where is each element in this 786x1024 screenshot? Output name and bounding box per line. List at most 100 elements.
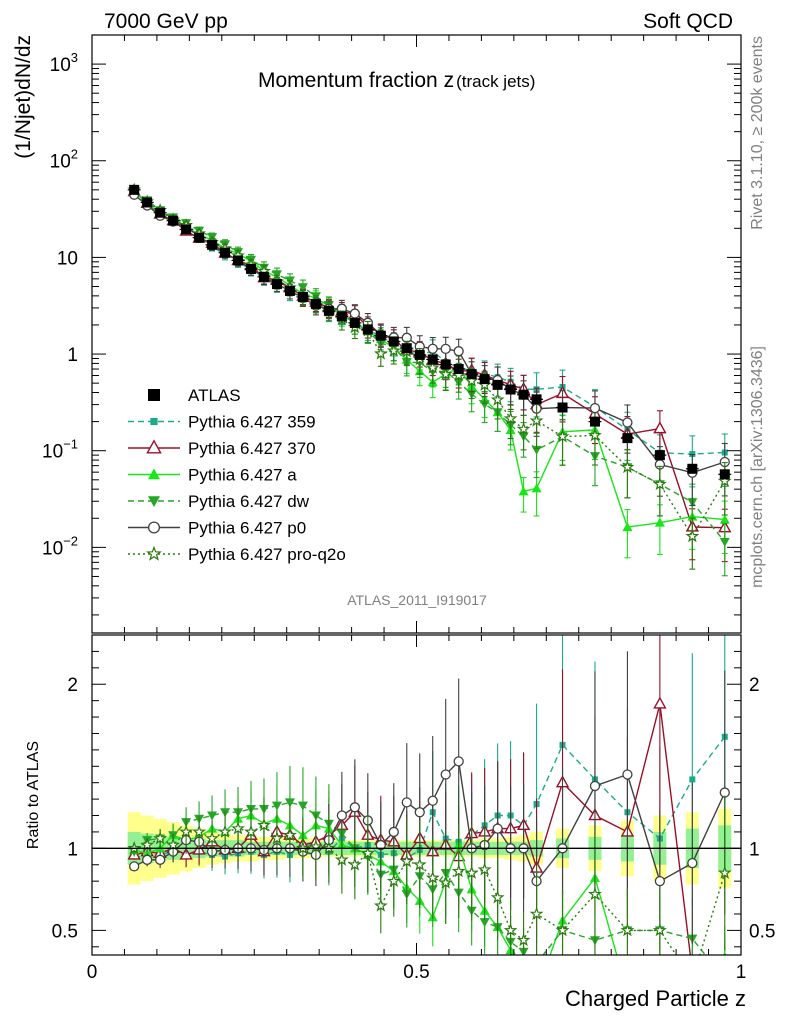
ratio-tick-label-left: 0.5 bbox=[52, 921, 78, 942]
ratio-series-group bbox=[127, 635, 732, 984]
atlas-point bbox=[466, 369, 477, 380]
legend-marker bbox=[146, 439, 162, 454]
ratio-point bbox=[142, 848, 153, 858]
data-point bbox=[555, 429, 570, 443]
atlas-point bbox=[589, 416, 600, 427]
ratio-panel-frame bbox=[91, 634, 742, 956]
atlas-point bbox=[414, 349, 425, 360]
ratio-tick-label-right: 1 bbox=[749, 839, 760, 860]
atlas-point bbox=[622, 433, 633, 444]
ratio-point bbox=[142, 854, 153, 865]
ratio-point bbox=[589, 780, 601, 792]
ratio-point bbox=[490, 890, 505, 904]
ratio-point bbox=[622, 769, 633, 780]
ratio-point bbox=[166, 837, 181, 851]
mcplots-label: mcplots.cern.ch [arXiv:1306.3436] bbox=[749, 346, 766, 588]
atlas-point bbox=[518, 389, 529, 400]
ratio-point bbox=[654, 876, 666, 887]
ratio-point bbox=[692, 954, 693, 955]
x-tick-label: 0.5 bbox=[403, 962, 429, 983]
atlas-data bbox=[127, 184, 732, 480]
x-axis-label: Charged Particle z bbox=[565, 986, 746, 1011]
ratio-point bbox=[334, 852, 349, 866]
ratio-point bbox=[205, 831, 219, 845]
ratio-point bbox=[388, 826, 399, 838]
data-point bbox=[297, 283, 308, 293]
ratio-point bbox=[207, 811, 218, 821]
ratio-point bbox=[440, 769, 451, 780]
ratio-point bbox=[129, 861, 140, 872]
ratio-point bbox=[529, 906, 544, 920]
ratio-point bbox=[336, 810, 348, 821]
ratio-point bbox=[375, 839, 386, 851]
atlas-point bbox=[284, 285, 295, 296]
y-tick-label: 10−1 bbox=[42, 437, 78, 463]
ratio-point bbox=[687, 965, 698, 975]
ratio-point bbox=[412, 857, 427, 871]
legend-entry: Pythia 6.427 p0 bbox=[128, 519, 306, 538]
ratio-tick-label-right: 0.5 bbox=[749, 921, 775, 942]
ratio-point bbox=[140, 837, 155, 851]
ratio-point bbox=[284, 798, 295, 808]
atlas-point bbox=[362, 324, 373, 335]
atlas-point bbox=[297, 291, 308, 302]
legend-label: ATLAS bbox=[188, 386, 241, 405]
legend-label: Pythia 6.427 359 bbox=[188, 413, 316, 432]
ratio-point bbox=[218, 824, 232, 838]
data-point bbox=[425, 360, 440, 374]
main-panel-frame bbox=[91, 34, 742, 634]
ratio-point bbox=[451, 863, 466, 878]
atlas-point bbox=[557, 402, 568, 413]
main-series-group bbox=[127, 182, 732, 577]
data-point bbox=[464, 373, 479, 387]
y-tick-label: 10 bbox=[57, 248, 78, 269]
legend-label: Pythia 6.427 a bbox=[188, 466, 297, 485]
data-point bbox=[719, 537, 730, 547]
series-main-4 bbox=[129, 189, 730, 507]
ratio-point bbox=[399, 854, 414, 868]
data-point bbox=[654, 517, 665, 527]
atlas-point bbox=[349, 317, 360, 328]
y-tick-label: 10−2 bbox=[42, 533, 78, 559]
chart-title: Momentum fraction z (track jets) bbox=[258, 69, 535, 92]
data-point bbox=[349, 308, 360, 319]
series-ratio-5 bbox=[127, 795, 732, 984]
ratio-tick-label-left: 2 bbox=[67, 675, 78, 696]
ratio-point bbox=[687, 974, 698, 984]
legend-marker bbox=[148, 468, 160, 480]
atlas-point bbox=[453, 364, 464, 375]
atlas-point bbox=[492, 379, 503, 390]
data-point bbox=[620, 459, 635, 474]
ratio-point bbox=[425, 870, 440, 884]
ratio-point bbox=[297, 801, 308, 811]
legend-marker bbox=[147, 521, 161, 534]
ratio-point bbox=[270, 831, 284, 845]
atlas-point bbox=[207, 239, 218, 250]
atlas-point bbox=[181, 224, 192, 235]
y-tick-label: 103 bbox=[50, 50, 78, 76]
atlas-point bbox=[687, 463, 698, 474]
data-point bbox=[653, 421, 667, 434]
ratio-point bbox=[620, 923, 635, 937]
ratio-point bbox=[244, 824, 258, 838]
legend-entry: Pythia 6.427 dw bbox=[128, 492, 310, 511]
ratio-point bbox=[373, 898, 388, 912]
ratio-tick-label-left: 1 bbox=[67, 839, 78, 860]
ratio-point bbox=[401, 797, 412, 808]
analysis-tag: ATLAS_2011_I919017 bbox=[347, 592, 487, 608]
atlas-point bbox=[220, 247, 231, 258]
data-point bbox=[386, 343, 401, 357]
atlas-point bbox=[336, 311, 347, 322]
ratio-point bbox=[717, 865, 732, 879]
atlas-point bbox=[719, 469, 730, 480]
atlas-point bbox=[142, 197, 153, 208]
ratio-axis-label: Ratio to ATLAS bbox=[25, 741, 42, 849]
data-point bbox=[427, 343, 438, 354]
atlas-point bbox=[258, 271, 269, 282]
legend-entry: ATLAS bbox=[148, 386, 241, 405]
ratio-point bbox=[427, 795, 438, 806]
ratio-point bbox=[271, 801, 282, 811]
ratio-point bbox=[179, 824, 193, 838]
data-point bbox=[531, 483, 542, 493]
atlas-point bbox=[323, 305, 334, 316]
